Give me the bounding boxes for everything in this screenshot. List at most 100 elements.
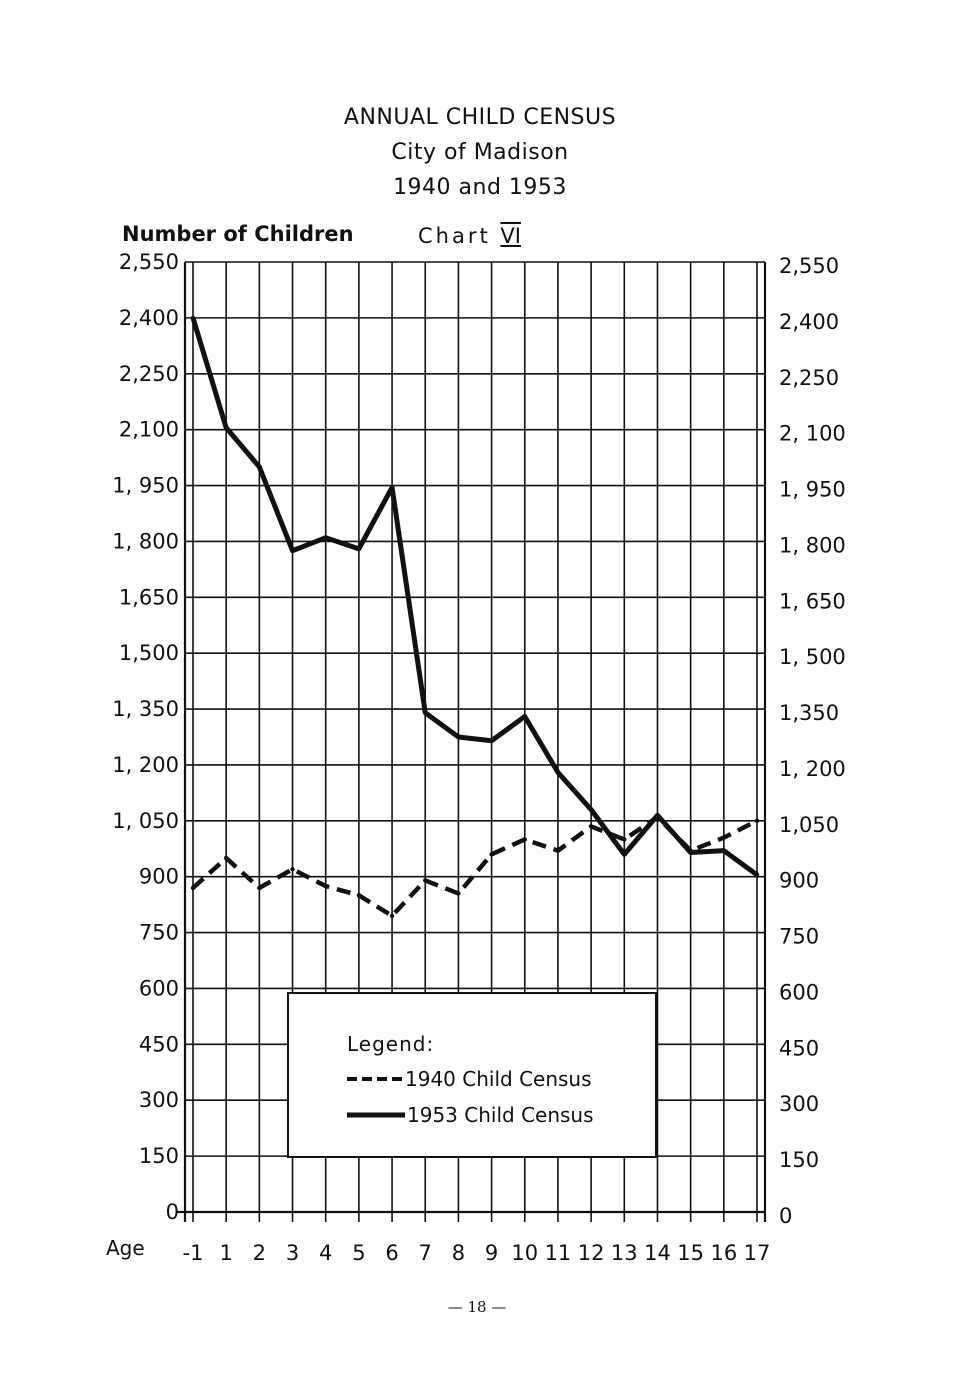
y-tick-label-left: 450 [139, 1032, 179, 1056]
x-tick-label: 16 [710, 1241, 737, 1265]
x-tick-label: 6 [385, 1241, 398, 1265]
legend-label-1953: 1953 Child Census [407, 1103, 594, 1127]
series-1953-point [223, 425, 229, 430]
y-tick-label-left: 2,400 [119, 306, 179, 330]
y-axis-label: Number of Children [122, 222, 354, 246]
series-1940-point [754, 818, 760, 824]
series-1953-point [190, 315, 196, 321]
x-tick-label: 9 [485, 1241, 498, 1265]
y-tick-label-left: 2,250 [119, 362, 179, 386]
series-1953-point [423, 710, 428, 715]
y-tick-label-right: 0 [779, 1204, 792, 1228]
series-1953-point [522, 714, 527, 719]
y-tick-label-left: 1,500 [119, 641, 179, 665]
y-tick-label-right: 600 [779, 980, 819, 1004]
y-ticks-right: 2,550 2,400 2,250 2, 100 1, 950 1, 800 1, 650 1… [779, 254, 846, 1228]
y-tick-label-left: 1, 950 [112, 474, 179, 498]
x-tick-label: 11 [545, 1241, 572, 1265]
series-1940-point [721, 835, 727, 840]
series-1953-point [655, 813, 660, 818]
y-tick-label-left: 300 [139, 1088, 179, 1112]
y-tick-label-right: 900 [779, 869, 819, 893]
y-tick-label-right: 750 [779, 925, 819, 949]
series-1940-line [191, 814, 759, 919]
chart-number-roman: VI [500, 224, 521, 248]
y-tick-label-right: 2,550 [779, 254, 839, 278]
legend: Legend: 1940 Child Census 1953 Child Cen… [287, 992, 657, 1158]
series-1940-point [389, 913, 395, 919]
y-tick-label-left: 2,550 [119, 250, 179, 274]
series-1953-point [489, 738, 494, 743]
title-line-2: City of Madison [391, 140, 569, 165]
legend-item-1953: 1953 Child Census [347, 1100, 594, 1130]
series-1940-point [323, 883, 328, 889]
x-tick-label: 3 [286, 1241, 299, 1265]
y-tick-label-left: 150 [139, 1144, 179, 1168]
x-tick-label: 7 [419, 1241, 432, 1265]
x-axis-label: Age [106, 1236, 145, 1260]
series-1953-point [389, 485, 395, 490]
series-1940-point [622, 837, 627, 842]
series-1940-point [290, 867, 295, 872]
chart-title: ANNUAL CHILD CENSUS City of Madison 1940… [280, 100, 680, 205]
y-tick-label-right: 300 [779, 1092, 819, 1116]
series-1953-point [290, 548, 295, 553]
series-1940-point [356, 893, 362, 898]
x-tick-label: 14 [644, 1241, 671, 1265]
chart-number: Chart VI [418, 224, 521, 248]
series-1940-point [489, 852, 494, 857]
y-tick-label-right: 450 [779, 1036, 819, 1060]
y-tick-label-left: 1, 050 [112, 809, 179, 833]
y-tick-label-right: 150 [779, 1148, 819, 1172]
y-tick-label-right: 2,400 [779, 310, 839, 334]
y-tick-label-left: 600 [139, 976, 179, 1000]
solid-line-swatch [347, 1112, 405, 1118]
y-tick-label-right: 1, 650 [779, 589, 846, 613]
series-lines [190, 315, 760, 919]
y-tick-label-left: 1, 800 [112, 529, 179, 553]
series-1940-point [223, 855, 229, 861]
y-tick-label-right: 2, 100 [779, 422, 846, 446]
series-1953-point [257, 464, 262, 470]
series-1940-point [456, 891, 461, 896]
y-tick-label-left: 0 [166, 1200, 179, 1224]
y-tick-label-left: 1, 200 [112, 753, 179, 777]
series-1940-point [555, 848, 561, 853]
y-tick-label-left: 900 [139, 865, 179, 889]
y-tick-label-right: 1, 500 [779, 645, 846, 669]
legend-item-1940: 1940 Child Census [347, 1064, 592, 1094]
series-1953-point [721, 848, 727, 853]
series-1953-point [588, 807, 594, 812]
x-tick-label: 12 [578, 1241, 605, 1265]
y-tick-label-right: 1, 800 [779, 533, 846, 557]
y-tick-label-left: 1,650 [119, 585, 179, 609]
y-ticks-left: 2,550 2,400 2,250 2,100 1, 950 1, 800 1,650 1,5… [112, 250, 179, 1224]
series-1953-point [555, 770, 561, 775]
series-1953-point [356, 546, 362, 552]
x-tick-label: 4 [319, 1241, 332, 1265]
x-tick-label: 2 [253, 1241, 266, 1265]
series-1940-point [522, 837, 527, 842]
y-tick-label-right: 2,250 [779, 366, 839, 390]
x-ticks: -1 1 2 3 4 5 6 7 8 9 10 11 12 13 14 15 16 17 [183, 1241, 771, 1265]
y-tick-label-right: 1,050 [779, 813, 839, 837]
x-tick-label: 5 [352, 1241, 365, 1265]
y-tick-label-right: 1, 200 [779, 757, 846, 781]
y-tick-label-left: 750 [139, 921, 179, 945]
x-tick-label: 15 [677, 1241, 704, 1265]
series-1953-point [688, 850, 693, 855]
legend-label-1940: 1940 Child Census [405, 1067, 592, 1091]
series-1953-point [622, 852, 627, 857]
x-tick-label: 13 [611, 1241, 638, 1265]
series-1953-line [190, 317, 759, 877]
y-tick-label-left: 2,100 [119, 418, 179, 442]
series-1953-point [323, 535, 328, 540]
chart-number-label: Chart [418, 224, 491, 248]
title-line-1: ANNUAL CHILD CENSUS [343, 105, 617, 130]
page-number: — 18 — [447, 1298, 507, 1316]
legend-title: Legend: [347, 1032, 435, 1056]
series-1940-point [423, 878, 428, 883]
series-1953-point [754, 872, 760, 878]
y-tick-label-right: 1, 950 [779, 478, 846, 502]
